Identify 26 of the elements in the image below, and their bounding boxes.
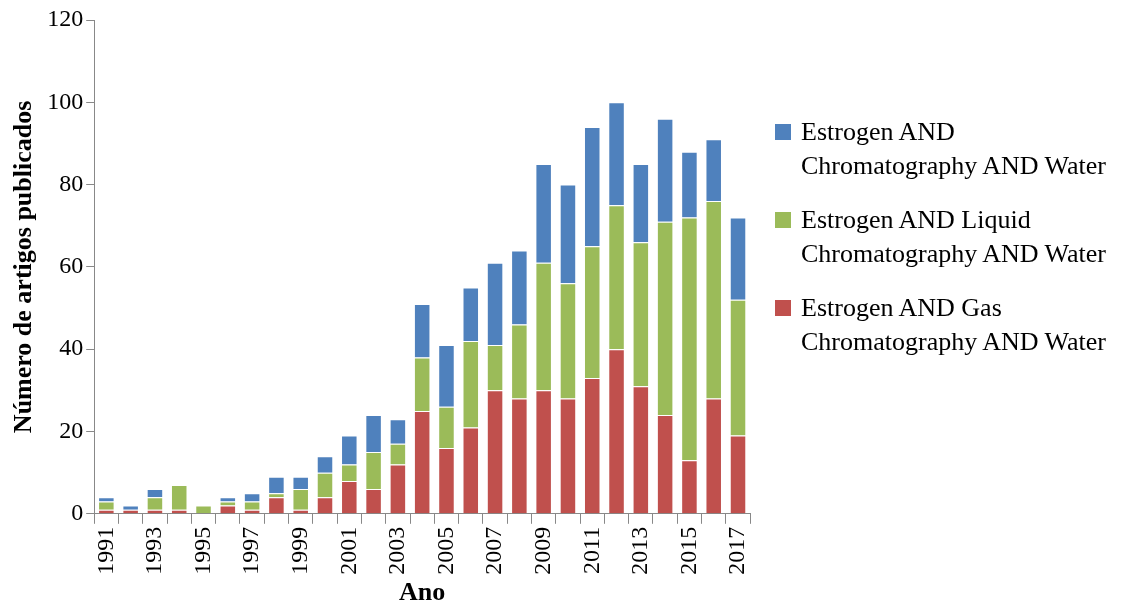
y-tick-label: 80: [59, 169, 84, 196]
x-tick-label: 2011: [577, 526, 604, 574]
legend-label: Estrogen AND Liquid Chromatography AND Water: [801, 204, 1108, 270]
legend-label: Estrogen AND Gas Chromatography AND Water: [801, 292, 1108, 358]
y-tick-label: 20: [59, 416, 84, 443]
x-axis-title: Ano: [399, 577, 446, 607]
x-tick-label: 2005: [431, 526, 458, 575]
x-tick-label: 2013: [626, 526, 653, 575]
x-tick-label: 1995: [188, 526, 215, 575]
y-tick-label: 0: [71, 499, 84, 526]
x-tick-label: 2001: [334, 526, 361, 575]
x-tick-label: 1997: [237, 526, 264, 575]
legend-label: Estrogen AND Chromatography AND Water: [801, 116, 1108, 182]
x-tick-label: 2017: [723, 526, 750, 575]
x-tick-label: 1993: [140, 526, 167, 575]
x-tick-label: 2015: [674, 526, 701, 575]
x-tick-label: 2003: [383, 526, 410, 575]
x-tick-label: 2007: [480, 526, 507, 575]
x-tick-label: 2009: [528, 526, 555, 575]
x-tick-label: 1991: [91, 526, 118, 575]
x-tick-label: 1999: [286, 526, 312, 575]
y-tick-label: 120: [47, 5, 84, 32]
y-tick-label: 100: [47, 87, 84, 114]
y-tick-label: 60: [59, 252, 84, 279]
y-tick-label: 40: [59, 334, 84, 361]
y-axis-title: Número de artigos publicados: [8, 100, 38, 434]
